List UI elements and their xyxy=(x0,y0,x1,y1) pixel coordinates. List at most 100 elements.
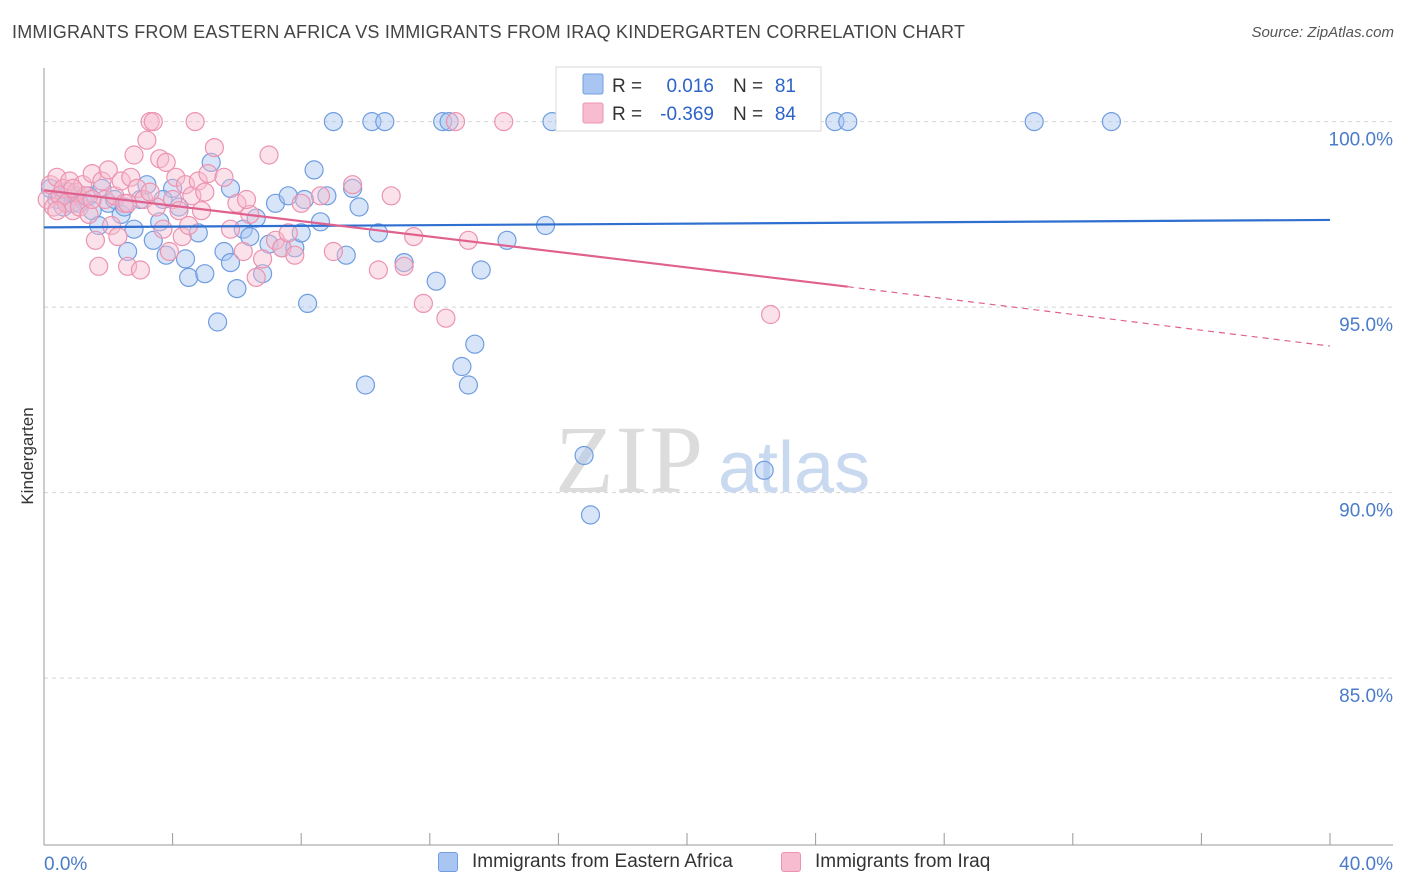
point-eastern-africa-27 xyxy=(195,264,215,284)
legend-label-eastern-africa: Immigrants from Eastern Africa xyxy=(472,851,733,872)
y-tick-label-3: 85.0% xyxy=(1339,686,1393,707)
chart-title: IMMIGRANTS FROM EASTERN AFRICA VS IMMIGR… xyxy=(12,22,966,42)
legend-item-eastern-africa: Immigrants from Eastern Africa xyxy=(438,851,733,873)
point-iraq-76 xyxy=(760,304,781,325)
x-tick-label-max: 40.0% xyxy=(1339,854,1393,875)
point-iraq-15 xyxy=(85,230,106,250)
point-eastern-africa-73 xyxy=(838,111,858,132)
point-iraq-54 xyxy=(233,241,253,262)
point-eastern-africa-48 xyxy=(336,245,356,265)
legend-item-iraq: Immigrants from Iraq xyxy=(781,851,990,873)
trend-line-1 xyxy=(43,189,848,288)
n-value-iraq: 84 xyxy=(775,104,797,125)
n-value-eastern-africa: 81 xyxy=(775,76,796,97)
point-iraq-16 xyxy=(89,256,109,276)
point-iraq-66 xyxy=(343,175,363,195)
point-eastern-africa-79 xyxy=(294,189,314,210)
point-eastern-africa-30 xyxy=(214,241,234,262)
point-iraq-53 xyxy=(227,193,247,213)
point-eastern-africa-68 xyxy=(580,505,601,525)
point-iraq-58 xyxy=(259,145,279,165)
watermark-atlas: atlas xyxy=(718,428,870,508)
point-iraq-83 xyxy=(236,189,257,210)
point-iraq-46 xyxy=(185,111,205,132)
legend-marker-iraq xyxy=(781,852,801,872)
watermark: ZIP atlas xyxy=(555,406,870,513)
point-eastern-africa-21 xyxy=(156,245,176,265)
point-iraq-20 xyxy=(101,215,122,236)
point-iraq-78 xyxy=(82,189,102,210)
y-tick-label-0: 100.0% xyxy=(1329,130,1394,151)
y-tick-label-2: 90.0% xyxy=(1339,501,1393,522)
point-iraq-31 xyxy=(137,130,157,150)
point-eastern-africa-62 xyxy=(471,260,491,280)
r-value-eastern-africa: 0.016 xyxy=(666,76,714,97)
point-eastern-africa-28 xyxy=(201,152,221,172)
watermark-zip: ZIP xyxy=(555,406,705,513)
point-iraq-49 xyxy=(198,164,218,184)
point-eastern-africa-56 xyxy=(426,271,446,291)
point-eastern-africa-67 xyxy=(574,445,594,466)
point-eastern-africa-69 xyxy=(754,460,774,480)
point-eastern-africa-36 xyxy=(253,264,273,284)
trend-line-0 xyxy=(43,218,1331,229)
legend-swatch-eastern-africa xyxy=(582,73,604,95)
point-eastern-africa-60 xyxy=(458,375,478,395)
point-iraq-51 xyxy=(214,167,234,187)
point-iraq-62 xyxy=(285,245,305,265)
point-iraq-11 xyxy=(72,175,93,195)
point-iraq-33 xyxy=(143,111,163,132)
point-iraq-65 xyxy=(323,241,343,262)
point-iraq-80 xyxy=(140,182,160,202)
point-iraq-72 xyxy=(436,308,456,328)
point-iraq-67 xyxy=(368,260,388,280)
legend-label-iraq: Immigrants from Iraq xyxy=(815,851,991,872)
point-eastern-africa-54 xyxy=(375,111,395,132)
point-iraq-75 xyxy=(494,111,514,132)
x-ticks: 0.0% 40.0% xyxy=(43,833,1393,875)
point-eastern-africa-16 xyxy=(124,219,144,239)
point-eastern-africa-58 xyxy=(439,111,459,132)
point-iraq-68 xyxy=(381,186,401,206)
point-iraq-52 xyxy=(220,219,241,239)
y-tick-label-1: 95.0% xyxy=(1339,315,1393,336)
point-iraq-36 xyxy=(153,219,173,239)
point-eastern-africa-47 xyxy=(323,111,343,132)
point-iraq-63 xyxy=(291,193,311,213)
point-eastern-africa-15 xyxy=(117,241,138,262)
point-iraq-79 xyxy=(117,193,138,213)
point-eastern-africa-77 xyxy=(220,253,241,273)
r-label-iraq: R = xyxy=(612,104,642,125)
point-iraq-38 xyxy=(159,241,179,262)
point-eastern-africa-25 xyxy=(179,267,199,287)
axes xyxy=(43,68,1393,846)
point-iraq-69 xyxy=(394,256,414,276)
point-iraq-43 xyxy=(175,175,196,195)
legend-swatch-iraq xyxy=(582,102,604,124)
point-iraq-37 xyxy=(156,152,176,172)
point-iraq-82 xyxy=(195,182,215,202)
point-eastern-africa-44 xyxy=(304,160,324,180)
source-label: Source: ZipAtlas.com xyxy=(1251,24,1394,41)
point-eastern-africa-43 xyxy=(298,293,318,313)
point-iraq-81 xyxy=(47,201,67,221)
r-label-eastern-africa: R = xyxy=(612,76,642,97)
point-eastern-africa-24 xyxy=(175,249,196,269)
point-iraq-70 xyxy=(404,227,424,247)
point-iraq-14 xyxy=(82,164,102,184)
point-iraq-39 xyxy=(163,189,183,210)
legend-marker-eastern-africa xyxy=(438,852,458,872)
point-eastern-africa-26 xyxy=(188,223,208,243)
point-iraq-27 xyxy=(124,145,144,165)
trend-line-2 xyxy=(847,286,1331,347)
point-iraq-23 xyxy=(111,171,131,191)
point-iraq-19 xyxy=(98,160,118,180)
point-iraq-50 xyxy=(204,138,224,158)
y-axis-label: Kindergarten xyxy=(18,407,37,504)
point-iraq-47 xyxy=(188,171,208,191)
data-points xyxy=(37,111,1122,525)
n-label-iraq: N = xyxy=(733,104,763,125)
point-iraq-40 xyxy=(166,167,186,187)
point-iraq-56 xyxy=(246,267,266,287)
